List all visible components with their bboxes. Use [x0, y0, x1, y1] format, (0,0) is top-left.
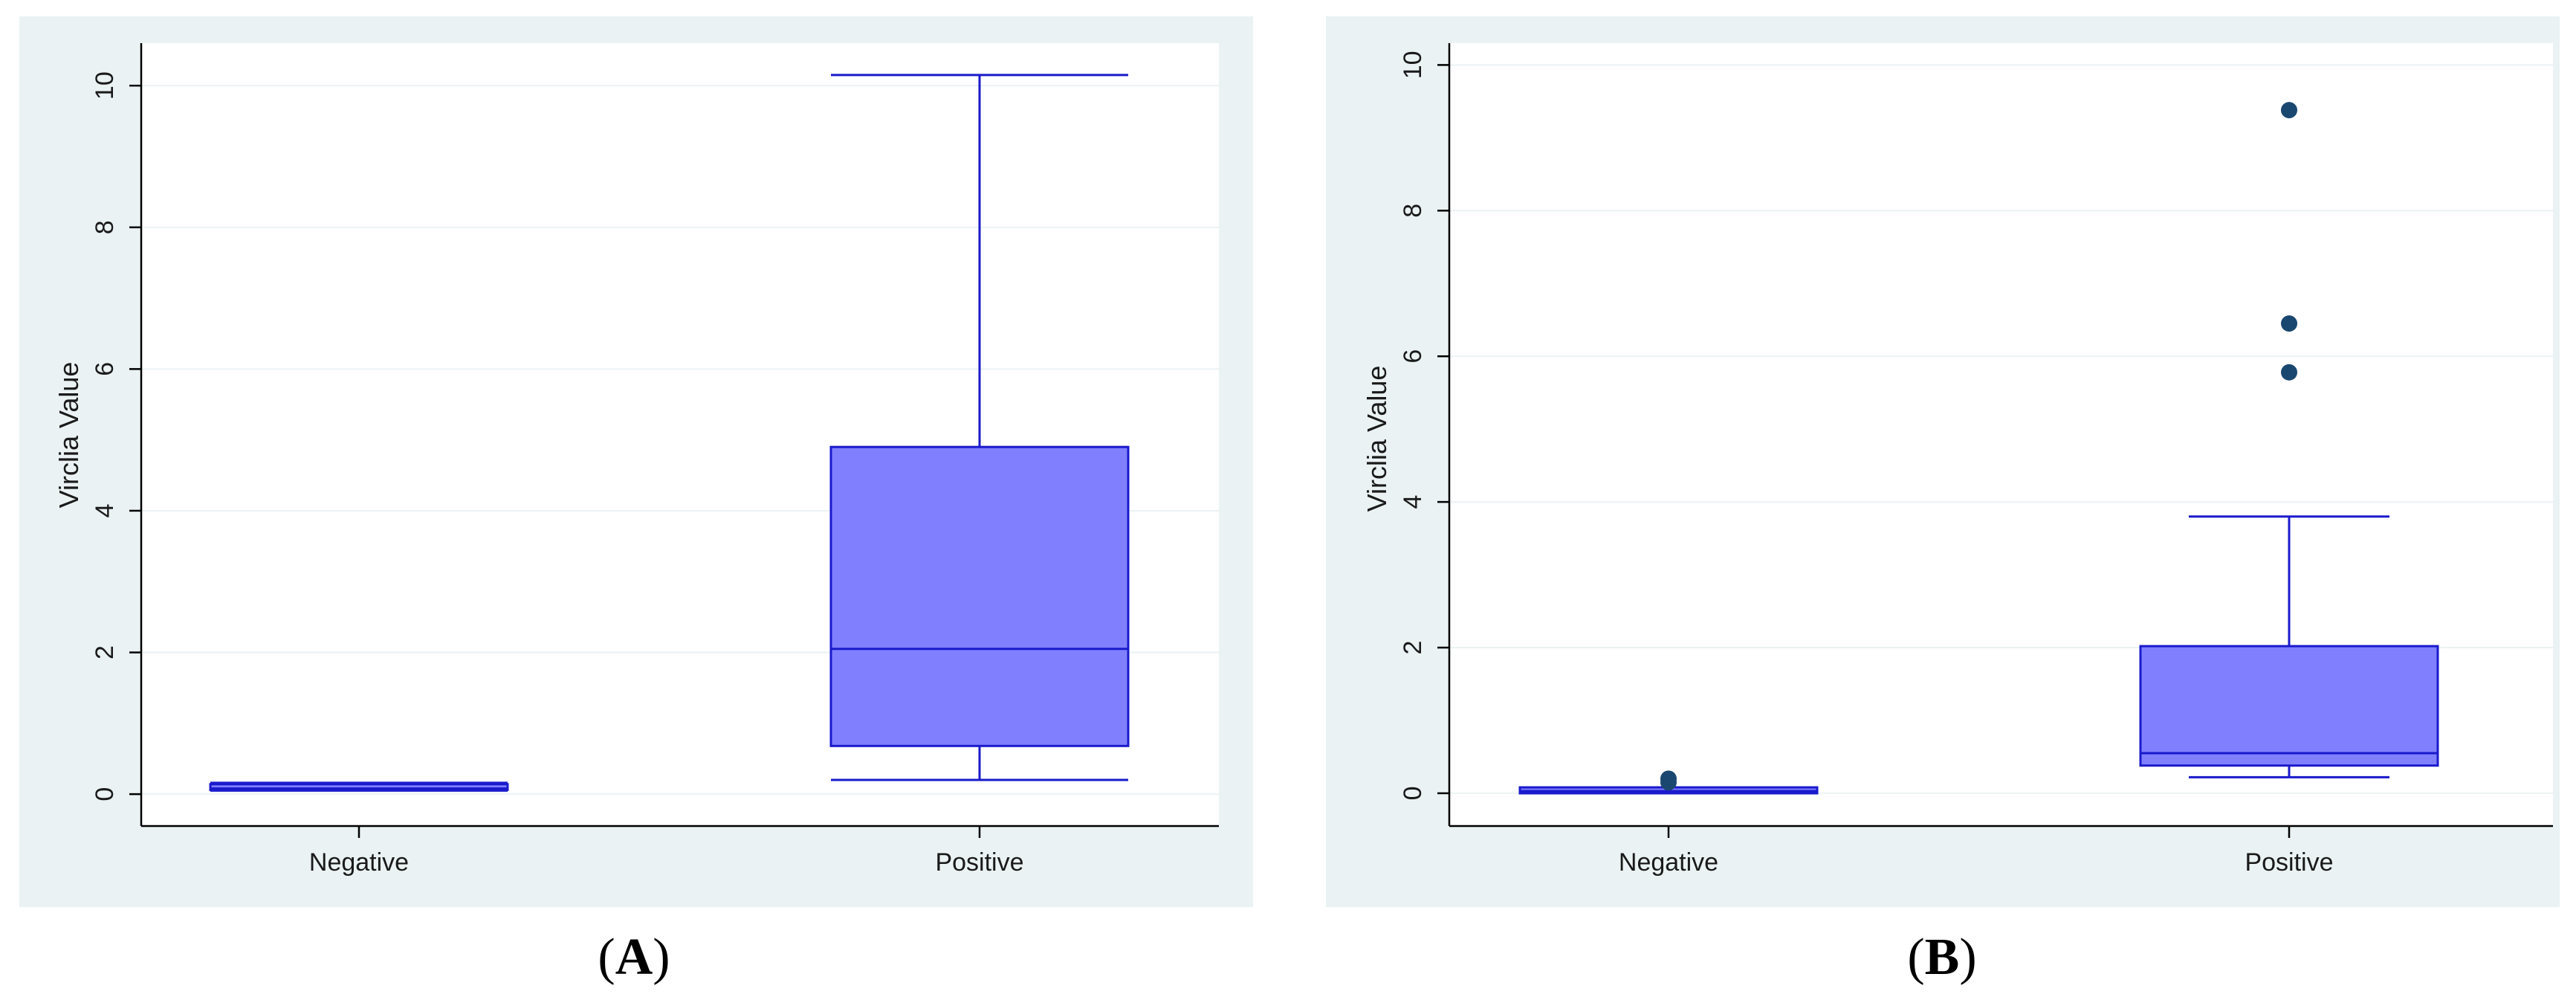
panel-b-box-positive	[2139, 102, 2439, 778]
panel-a-x-tick-label-positive: Positive	[935, 848, 1023, 877]
panel-b: 0 2 4 6 8 10 Negative Positive Virclia Value (…	[1326, 16, 2560, 986]
panel-a-y-ticks: 0 2 4 6 8 10	[91, 71, 141, 801]
panel-a-y-tick-label-2: 2	[91, 645, 119, 659]
panel-a-y-tick-label-6: 6	[91, 362, 119, 376]
panel-b-x-tick-label-positive: Positive	[2245, 848, 2333, 877]
panel-a: 0 2 4 6 8 10 Negative Positive Virclia Value (…	[19, 16, 1253, 986]
panel-a-y-tick-label-10: 10	[91, 71, 119, 100]
panel-a-y-axis-label: Virclia Value	[54, 362, 84, 509]
panel-a-y-tick-label-8: 8	[91, 220, 119, 234]
panel-b-iqr-box	[2139, 645, 2439, 767]
panel-b-letter: B	[1925, 929, 1960, 986]
panel-a-box-negative	[209, 781, 509, 792]
panel-a-y-tick-label-0: 0	[91, 787, 119, 801]
panel-b-y-tick-label-6: 6	[1399, 349, 1427, 364]
panel-b-y-axis-label: Virclia Value	[1362, 366, 1392, 512]
panel-b-label: (B)	[1907, 929, 1976, 986]
panel-a-x-tick-label-negative: Negative	[309, 848, 409, 877]
panel-b-x-tick-label-negative: Negative	[1619, 848, 1718, 877]
panel-b-outlier-point	[2281, 315, 2297, 332]
panel-b-y-ticks: 0 2 4 6 8 10	[1399, 51, 1449, 800]
panel-b-y-tick-label-4: 4	[1399, 495, 1427, 509]
panel-a-iqr-box	[209, 783, 509, 791]
panel-a-iqr-box	[829, 445, 1130, 747]
panel-b-y-tick-label-10: 10	[1399, 51, 1427, 79]
panel-b-boxes	[1518, 102, 2439, 795]
panel-b-outlier-point	[1660, 770, 1677, 787]
panel-b-x-ticks: Negative Positive	[1619, 826, 2334, 877]
panel-b-y-tick-label-2: 2	[1399, 641, 1427, 655]
panel-b-box-negative	[1518, 770, 1819, 795]
panel-b-y-tick-label-0: 0	[1399, 786, 1427, 800]
panel-a-y-tick-label-4: 4	[91, 503, 119, 517]
panel-a-x-ticks: Negative Positive	[309, 826, 1024, 877]
panel-a-letter: A	[615, 929, 653, 986]
panel-a-boxes	[209, 74, 1130, 792]
panel-b-y-tick-label-8: 8	[1399, 204, 1427, 218]
panel-b-outlier-point	[2281, 102, 2297, 119]
panel-a-label: (A)	[598, 929, 670, 986]
panel-b-outlier-point	[2281, 364, 2297, 381]
panel-a-box-positive	[829, 74, 1130, 781]
